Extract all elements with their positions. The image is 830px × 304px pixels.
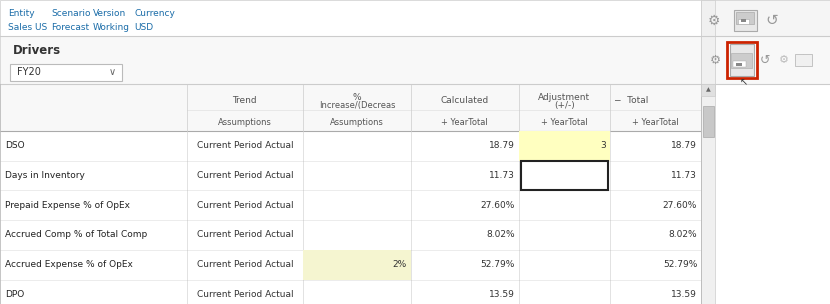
Text: Drivers: Drivers: [12, 44, 61, 57]
Text: Accrued Comp % of Total Comp: Accrued Comp % of Total Comp: [5, 230, 147, 240]
Bar: [303, 250, 411, 280]
Bar: [0, 250, 701, 280]
Text: Sales US: Sales US: [8, 23, 47, 32]
Text: ↺: ↺: [760, 54, 770, 67]
Text: Working: Working: [93, 23, 130, 32]
Text: 13.59: 13.59: [671, 290, 697, 299]
Text: 11.73: 11.73: [489, 171, 515, 180]
Bar: [703, 106, 714, 137]
Text: Current Period Actual: Current Period Actual: [197, 141, 293, 150]
Bar: [519, 131, 610, 161]
Text: ↖: ↖: [740, 77, 748, 87]
Bar: [731, 53, 752, 68]
Text: ⚙: ⚙: [779, 55, 789, 65]
Bar: [701, 36, 830, 84]
Bar: [733, 61, 746, 67]
Text: Current Period Actual: Current Period Actual: [197, 290, 293, 299]
Text: DSO: DSO: [5, 141, 25, 150]
Text: Entity: Entity: [8, 9, 35, 18]
Text: %: %: [353, 92, 361, 102]
Text: Current Period Actual: Current Period Actual: [197, 171, 293, 180]
Text: Accrued Expense % of OpEx: Accrued Expense % of OpEx: [5, 260, 133, 269]
Text: 27.60%: 27.60%: [481, 201, 515, 210]
Text: 52.79%: 52.79%: [481, 260, 515, 269]
Text: 18.79: 18.79: [489, 141, 515, 150]
Bar: [736, 63, 742, 66]
Text: + YearTotal: + YearTotal: [632, 118, 679, 127]
Bar: [727, 42, 757, 78]
Bar: [795, 54, 812, 66]
Text: Current Period Actual: Current Period Actual: [197, 260, 293, 269]
Text: 11.73: 11.73: [671, 171, 697, 180]
Text: Current Period Actual: Current Period Actual: [197, 201, 293, 210]
Bar: [0, 190, 701, 220]
Bar: [0, 220, 701, 250]
Bar: [738, 19, 749, 24]
Bar: [701, 0, 715, 304]
Bar: [736, 12, 754, 24]
Text: ↺: ↺: [765, 13, 779, 28]
Bar: [730, 44, 754, 76]
Text: ∨: ∨: [109, 67, 116, 77]
Text: + YearTotal: + YearTotal: [442, 118, 488, 127]
Text: 52.79%: 52.79%: [663, 260, 697, 269]
Text: Increase/(Decreas: Increase/(Decreas: [319, 101, 395, 110]
Text: ⚙: ⚙: [710, 54, 721, 67]
Text: Adjustment: Adjustment: [539, 92, 590, 102]
Text: Currency: Currency: [134, 9, 175, 18]
Text: Prepaid Expense % of OpEx: Prepaid Expense % of OpEx: [5, 201, 130, 210]
Bar: [0, 0, 701, 36]
Text: Assumptions: Assumptions: [218, 118, 271, 127]
Bar: [741, 19, 746, 22]
Bar: [0, 280, 701, 304]
Text: Forecast: Forecast: [51, 23, 90, 32]
Text: 13.59: 13.59: [489, 290, 515, 299]
Text: 27.60%: 27.60%: [663, 201, 697, 210]
Bar: [521, 161, 608, 190]
Text: 18.79: 18.79: [671, 141, 697, 150]
Text: Current Period Actual: Current Period Actual: [197, 230, 293, 240]
Text: 8.02%: 8.02%: [486, 230, 515, 240]
Text: Assumptions: Assumptions: [330, 118, 383, 127]
Bar: [10, 64, 122, 81]
Text: FY20: FY20: [17, 67, 41, 77]
Text: Calculated: Calculated: [441, 95, 489, 105]
Text: Version: Version: [93, 9, 126, 18]
Text: DPO: DPO: [5, 290, 24, 299]
Text: Days in Inventory: Days in Inventory: [5, 171, 85, 180]
Text: ⚙: ⚙: [707, 13, 720, 27]
Text: 3: 3: [600, 141, 606, 150]
Text: (+/-): (+/-): [554, 101, 574, 110]
Text: Trend: Trend: [232, 95, 257, 105]
Text: Scenario: Scenario: [51, 9, 91, 18]
Text: 8.02%: 8.02%: [669, 230, 697, 240]
Text: ▲: ▲: [706, 87, 710, 92]
Bar: [0, 36, 701, 84]
Bar: [0, 131, 701, 161]
Text: + YearTotal: + YearTotal: [541, 118, 588, 127]
Text: −  Total: − Total: [614, 95, 648, 105]
Bar: [0, 161, 701, 190]
Bar: [0, 84, 701, 131]
Bar: [701, 84, 715, 96]
Bar: [734, 10, 757, 31]
Text: USD: USD: [134, 23, 154, 32]
Bar: [701, 0, 830, 36]
Text: 2%: 2%: [393, 260, 407, 269]
